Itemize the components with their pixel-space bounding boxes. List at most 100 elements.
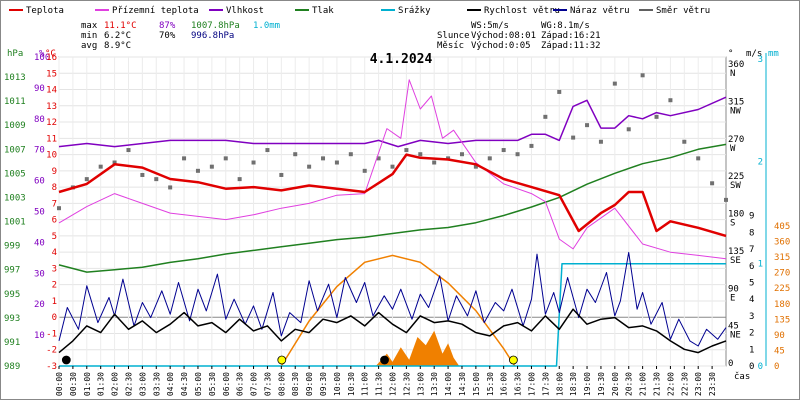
legend: Teplota Přízemní teplota Vlhkost Tlak Srážky…	[9, 6, 710, 16]
dir-tick-label: 315	[728, 97, 744, 107]
legend-label: Vlhkost	[226, 6, 264, 16]
x-tick-label: 09:30	[319, 372, 328, 396]
wind-direction-point	[390, 164, 395, 169]
rad-tick-label: 405	[774, 222, 790, 232]
x-tick-label: 06:30	[236, 372, 245, 396]
info-sun-rise: Východ:08:01	[471, 31, 536, 41]
x-tick-label: 10:00	[333, 372, 342, 396]
pct-tick-label: 70	[34, 146, 45, 156]
stat-min-press: 996.8hPa	[191, 31, 234, 41]
wind-direction-point	[126, 148, 131, 153]
x-tick-label: 22:00	[666, 372, 675, 396]
stat-max-rain: 1.0mm	[253, 21, 280, 31]
rad-tick-label: 90	[774, 331, 785, 341]
solar-radiation-layer	[280, 254, 516, 367]
wind-direction-point	[195, 168, 200, 173]
moon-marker	[380, 355, 389, 365]
degc-tick-label: 9	[52, 167, 57, 177]
dir-tick-label: 45	[728, 322, 739, 332]
axis-title-dir: °	[728, 49, 733, 59]
x-tick-label: 13:30	[430, 372, 439, 396]
x-tick-label: 18:30	[569, 372, 578, 396]
x-tick-label: 04:00	[166, 372, 175, 396]
legend-label: Tlak	[312, 6, 334, 16]
wind-direction-point	[237, 177, 242, 182]
wind-direction-point	[432, 160, 437, 165]
stat-min-temp: 6.2°C	[104, 31, 131, 41]
rad-tick-label: 225	[774, 284, 790, 294]
x-tick-label: 04:30	[180, 372, 189, 396]
hpa-tick-label: 1007	[4, 145, 26, 155]
wind-direction-point	[571, 135, 576, 140]
hpa-tick-label: 997	[4, 266, 20, 276]
x-tick-label: 01:30	[97, 372, 106, 396]
mm-tick-label: 1	[758, 260, 763, 270]
dir-tick-label: 360	[728, 60, 744, 70]
x-tick-label: 23:00	[694, 372, 703, 396]
dir-tick-compass: W	[730, 144, 736, 154]
wind-direction-point	[293, 152, 298, 157]
wind-direction-point	[334, 160, 339, 165]
x-tick-label: 21:30	[653, 372, 662, 396]
pct-tick-label: 40	[34, 238, 45, 248]
x-tick-label: 13:00	[416, 372, 425, 396]
x-tick-label: 12:00	[389, 372, 398, 396]
degc-tick-label: 11	[46, 134, 57, 144]
moon-marker	[61, 355, 71, 365]
degc-tick-label: 16	[46, 53, 57, 63]
ms-tick-label: 5	[749, 278, 754, 288]
wind-direction-point	[515, 152, 520, 157]
hpa-tick-label: 1013	[4, 73, 26, 83]
degc-tick-label: -1	[46, 329, 57, 339]
x-tick-label: 19:00	[583, 372, 592, 396]
hpa-tick-label: 1011	[4, 97, 26, 107]
wind-direction-point	[696, 156, 701, 161]
info-moon-label: Měsíc	[437, 41, 464, 51]
degc-tick-label: 3	[52, 264, 57, 274]
wind-direction-point	[348, 152, 353, 157]
wind-direction-point	[112, 160, 117, 165]
pct-tick-label: 90	[34, 84, 45, 94]
pct-tick-label: 30	[34, 269, 45, 279]
wind-direction-point	[640, 73, 645, 78]
info-moon-set: Západ:11:32	[541, 41, 601, 51]
dir-tick-label: 180	[728, 210, 744, 220]
x-axis-label: čas	[734, 371, 750, 382]
wind-direction-point	[404, 148, 409, 153]
degc-tick-label: 12	[46, 118, 57, 128]
ms-tick-label: 1	[749, 345, 754, 355]
x-tick-label: 05:00	[194, 372, 203, 396]
rain-line	[59, 262, 726, 367]
dir-tick-label: 225	[728, 172, 744, 182]
rad-tick-label: 180	[774, 300, 790, 310]
pct-tick-label: 10	[34, 331, 45, 341]
degc-tick-label: 7	[52, 199, 57, 209]
x-tick-label: 12:30	[402, 372, 411, 396]
axis-title-ms: m/s	[746, 49, 762, 59]
axes-layer: 00:00 00:30 01:00 01:30 02:00 02:30 03:00 03:30…	[4, 49, 790, 396]
sun-marker	[277, 355, 287, 365]
x-tick-label: 23:30	[708, 372, 717, 396]
wind-direction-point	[557, 89, 562, 94]
wind-direction-point	[251, 160, 256, 165]
rad-tick-label: 45	[774, 346, 785, 356]
dir-tick-compass: NE	[730, 331, 741, 341]
degc-tick-label: 15	[46, 69, 57, 79]
sunshine-area	[375, 330, 460, 366]
x-tick-label: 14:30	[458, 372, 467, 396]
degc-tick-label: 8	[52, 183, 57, 193]
axis-title-mm: mm	[768, 49, 779, 59]
axis-title-degc: °C	[45, 49, 56, 59]
wind-direction-point	[668, 98, 673, 103]
hpa-tick-label: 1005	[4, 169, 26, 179]
pressure-line	[58, 143, 727, 273]
stat-avg-label: avg	[81, 41, 97, 51]
rad-tick-label: 0	[774, 362, 779, 372]
x-tick-label: 11:00	[361, 372, 370, 396]
pct-tick-label: 80	[34, 115, 45, 125]
wind-direction-point	[376, 156, 381, 161]
dir-tick-label: 135	[728, 247, 744, 257]
wind-direction-point	[459, 152, 464, 157]
legend-label: Teplota	[26, 6, 64, 16]
